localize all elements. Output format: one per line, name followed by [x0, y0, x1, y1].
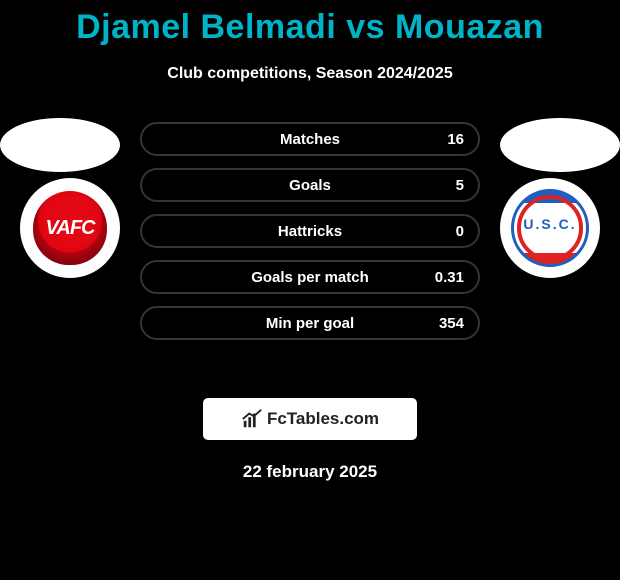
usc-abbrev: U.S.C. [523, 216, 576, 232]
comparison-panel: VAFC U.S.C. Matches 16 Goals 5 Hattricks… [0, 118, 620, 378]
player-photo-left [0, 118, 120, 172]
date-label: 22 february 2025 [0, 462, 620, 482]
stat-label: Hattricks [278, 223, 342, 240]
stat-value: 5 [456, 177, 464, 194]
stat-row: Goals 5 [140, 168, 480, 202]
stat-value: 0.31 [435, 269, 464, 286]
club-badge-left: VAFC [20, 178, 120, 278]
stat-label: Goals per match [251, 269, 369, 286]
stat-label: Matches [280, 131, 340, 148]
subtitle: Club competitions, Season 2024/2025 [0, 65, 620, 83]
stat-label: Min per goal [266, 315, 354, 332]
stat-row: Goals per match 0.31 [140, 260, 480, 294]
branding-badge[interactable]: FcTables.com [203, 398, 417, 440]
stat-label: Goals [289, 177, 331, 194]
usc-logo-icon: U.S.C. [511, 189, 589, 267]
stat-value: 16 [447, 131, 464, 148]
stat-row: Min per goal 354 [140, 306, 480, 340]
stats-table: Matches 16 Goals 5 Hattricks 0 Goals per… [140, 118, 480, 340]
vafc-logo-icon: VAFC [33, 191, 107, 265]
player-photo-right [500, 118, 620, 172]
stat-row: Matches 16 [140, 122, 480, 156]
stat-row: Hattricks 0 [140, 214, 480, 248]
club-badge-right: U.S.C. [500, 178, 600, 278]
bar-chart-icon [241, 408, 263, 430]
branding-text: FcTables.com [267, 409, 379, 429]
page-title: Djamel Belmadi vs Mouazan [0, 0, 620, 47]
stat-value: 354 [439, 315, 464, 332]
stat-value: 0 [456, 223, 464, 240]
